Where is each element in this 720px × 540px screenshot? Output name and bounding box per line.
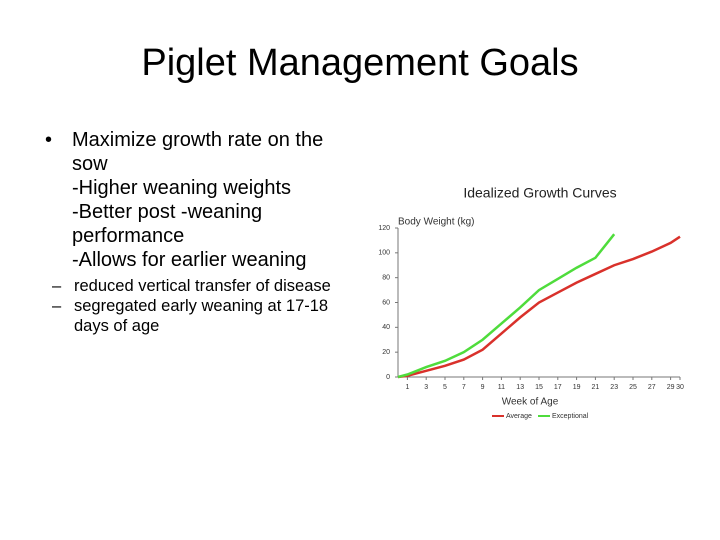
bullet-list: Maximize growth rate on the sow-Higher w… (22, 128, 342, 272)
chart-title: Idealized Growth Curves (463, 185, 616, 201)
x-tick-label: 1 (405, 384, 409, 391)
sub-bullet-list: reduced vertical transfer of diseasesegr… (22, 276, 342, 336)
x-tick-label: 5 (443, 384, 447, 391)
x-tick-label: 11 (498, 384, 505, 391)
bullet-item: -Better post -weaning performance (72, 201, 263, 247)
x-tick-label: 29 (667, 384, 675, 391)
x-tick-label: 7 (462, 384, 466, 391)
sub-bullet-item: segregated early weaning at 17-18 days o… (52, 296, 342, 336)
y-tick-label: 20 (382, 349, 390, 356)
sub-bullet-item: reduced vertical transfer of disease (52, 276, 342, 296)
legend-label: Average (506, 413, 532, 420)
y-tick-label: 100 (378, 250, 390, 257)
y-axis-label: Body Weight (kg) (398, 217, 475, 228)
bullet-item: Maximize growth rate on the sow (45, 128, 342, 176)
y-tick-label: 40 (382, 324, 390, 331)
x-tick-label: 13 (516, 384, 524, 391)
x-tick-label: 30 (676, 384, 684, 391)
x-tick-label: 15 (535, 384, 543, 391)
slide-body: Maximize growth rate on the sow-Higher w… (22, 128, 342, 336)
y-tick-label: 120 (378, 225, 390, 232)
y-tick-label: 60 (382, 299, 390, 306)
x-tick-label: 3 (424, 384, 428, 391)
x-tick-label: 23 (610, 384, 618, 391)
bullet-item: -Higher weaning weights (72, 177, 292, 199)
x-tick-label: 25 (629, 384, 637, 391)
y-tick-label: 0 (386, 374, 390, 381)
legend-label: Exceptional (552, 413, 589, 420)
y-tick-label: 80 (382, 275, 390, 282)
x-tick-label: 19 (573, 384, 581, 391)
x-tick-label: 27 (648, 384, 656, 391)
x-tick-label: 17 (554, 384, 562, 391)
bullet-item: -Allows for earlier weaning (72, 249, 307, 271)
x-tick-label: 9 (481, 384, 485, 391)
x-axis-label: Week of Age (502, 397, 559, 408)
series-line (397, 233, 616, 379)
slide-title: Piglet Management Goals (141, 42, 579, 84)
series-line (397, 235, 681, 379)
x-tick-label: 21 (592, 384, 600, 391)
